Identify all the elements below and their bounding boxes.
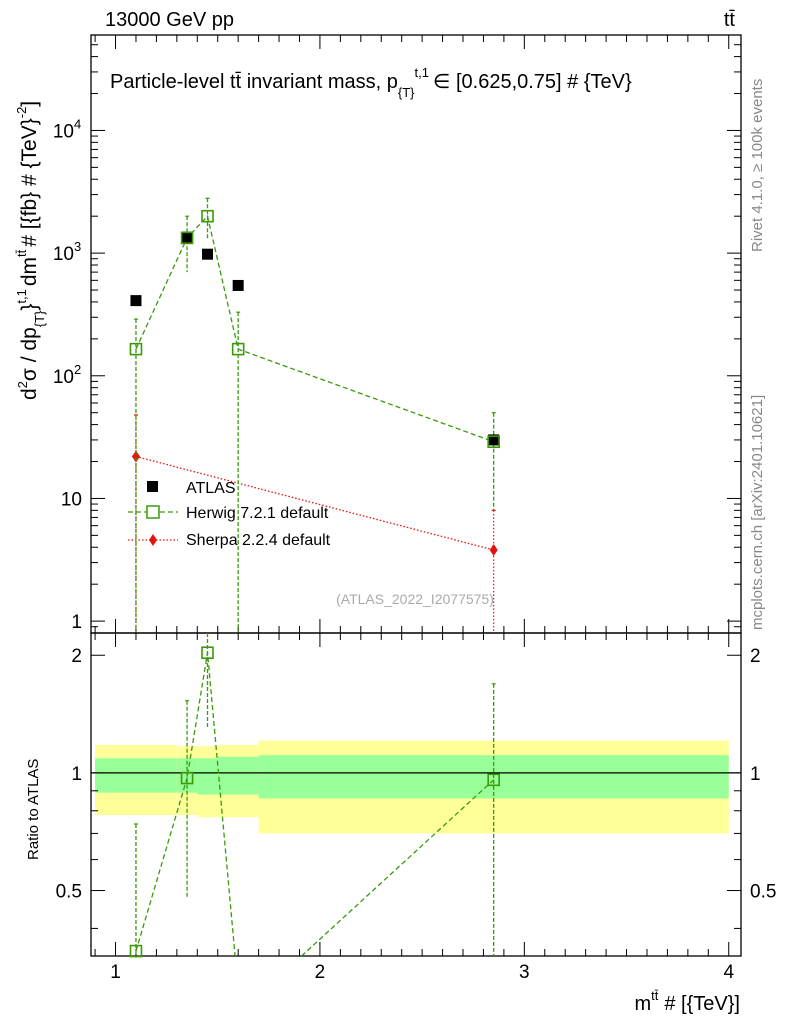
ratio-herwig-line-2 <box>301 779 495 957</box>
sherpa-point-0 <box>131 450 140 463</box>
analysis-watermark: (ATLAS_2022_I2077575) <box>336 591 494 607</box>
ratio-xtick-label: 1 <box>110 962 121 983</box>
ratio-bands <box>91 740 741 834</box>
ratio-ytick-label-left: 1 <box>71 764 82 785</box>
atlas-point-1 <box>181 231 193 243</box>
herwig-point-0 <box>129 342 143 356</box>
legend-sherpa-marker <box>149 534 157 546</box>
ratio-panel: 0.5 0.5 1 1 2 2 1 2 3 4 <box>56 632 776 983</box>
atlas-point-0 <box>130 295 142 307</box>
atlas-point-3 <box>232 279 244 291</box>
band-inner-0 <box>95 758 177 793</box>
ratio-xtick-label: 4 <box>723 962 734 983</box>
legend-sherpa-label: Sherpa 2.2.4 default <box>186 532 331 549</box>
herwig-point-3 <box>231 342 245 356</box>
ratio-ytick-label-left: 2 <box>71 646 82 667</box>
ratio-axis-ticks: 0.5 0.5 1 1 2 2 1 2 3 4 <box>56 633 776 983</box>
main-series <box>129 197 500 633</box>
ratio-ytick-label-left: 0.5 <box>56 882 82 903</box>
ratio-herwig-line <box>135 652 236 957</box>
ratio-frame <box>90 632 742 957</box>
ratio-herwig-point-1 <box>180 771 194 785</box>
main-ytick-label: 10 <box>61 489 82 510</box>
main-ytick-label: 1 <box>71 612 82 633</box>
ratio-herwig-point-0 <box>129 944 143 958</box>
ratio-ytick-label-right: 1 <box>750 764 761 785</box>
legend-herwig-label: Herwig 7.2.1 default <box>186 505 329 522</box>
mcplots-label: mcplots.cern.ch [arXiv:2401.10621] <box>749 395 766 630</box>
sherpa-line <box>135 455 494 551</box>
band-inner-2 <box>197 758 218 795</box>
legend-atlas-label: ATLAS <box>186 480 236 497</box>
ratio-ylabel: Ratio to ATLAS <box>25 759 42 860</box>
ratio-herwig-point-2 <box>201 646 214 660</box>
ratio-ytick-label-right: 2 <box>750 646 761 667</box>
rivet-label: Rivet 4.1.0, ≥ 100k events <box>749 79 766 252</box>
herwig-line <box>135 214 494 443</box>
legend: ATLAS Herwig 7.2.1 default Sherpa 2.2.4 … <box>128 480 331 549</box>
herwig-point-2 <box>201 209 214 223</box>
main-ytick-label: 103 <box>53 239 81 265</box>
ratio-series <box>129 633 500 958</box>
plot-title: Particle-level tt̄ invariant mass, p{T}t… <box>110 65 632 100</box>
process-label: tt̄ <box>724 9 736 31</box>
ratio-ytick-label-right: 0.5 <box>750 882 776 903</box>
legend-herwig-marker <box>146 505 160 519</box>
atlas-point-4 <box>488 434 500 446</box>
main-ylabel: d2σ / dp{T}}t,1dmtt̄# [{fb} # {TeV}-2] <box>14 101 47 400</box>
main-panel: 1 10 102 103 104 <box>53 34 742 634</box>
main-axis-ticks: 1 10 102 103 104 <box>53 34 741 634</box>
sherpa-point-1 <box>489 543 498 556</box>
ratio-xtick-label: 2 <box>315 962 326 983</box>
atlas-point-2 <box>202 248 214 260</box>
ratio-xtick-label: 3 <box>519 962 530 983</box>
main-ytick-label: 102 <box>53 362 81 388</box>
energy-label: 13000 GeV pp <box>105 9 234 31</box>
band-inner-3 <box>217 756 259 795</box>
legend-atlas-marker <box>147 481 158 492</box>
main-ytick-label: 104 <box>53 116 81 142</box>
xlabel: mtt̄ # [{TeV}] <box>634 988 740 1015</box>
herwig-point-4 <box>487 435 500 449</box>
ratio-herwig-point-4 <box>487 773 500 787</box>
herwig-point-1 <box>180 231 194 245</box>
